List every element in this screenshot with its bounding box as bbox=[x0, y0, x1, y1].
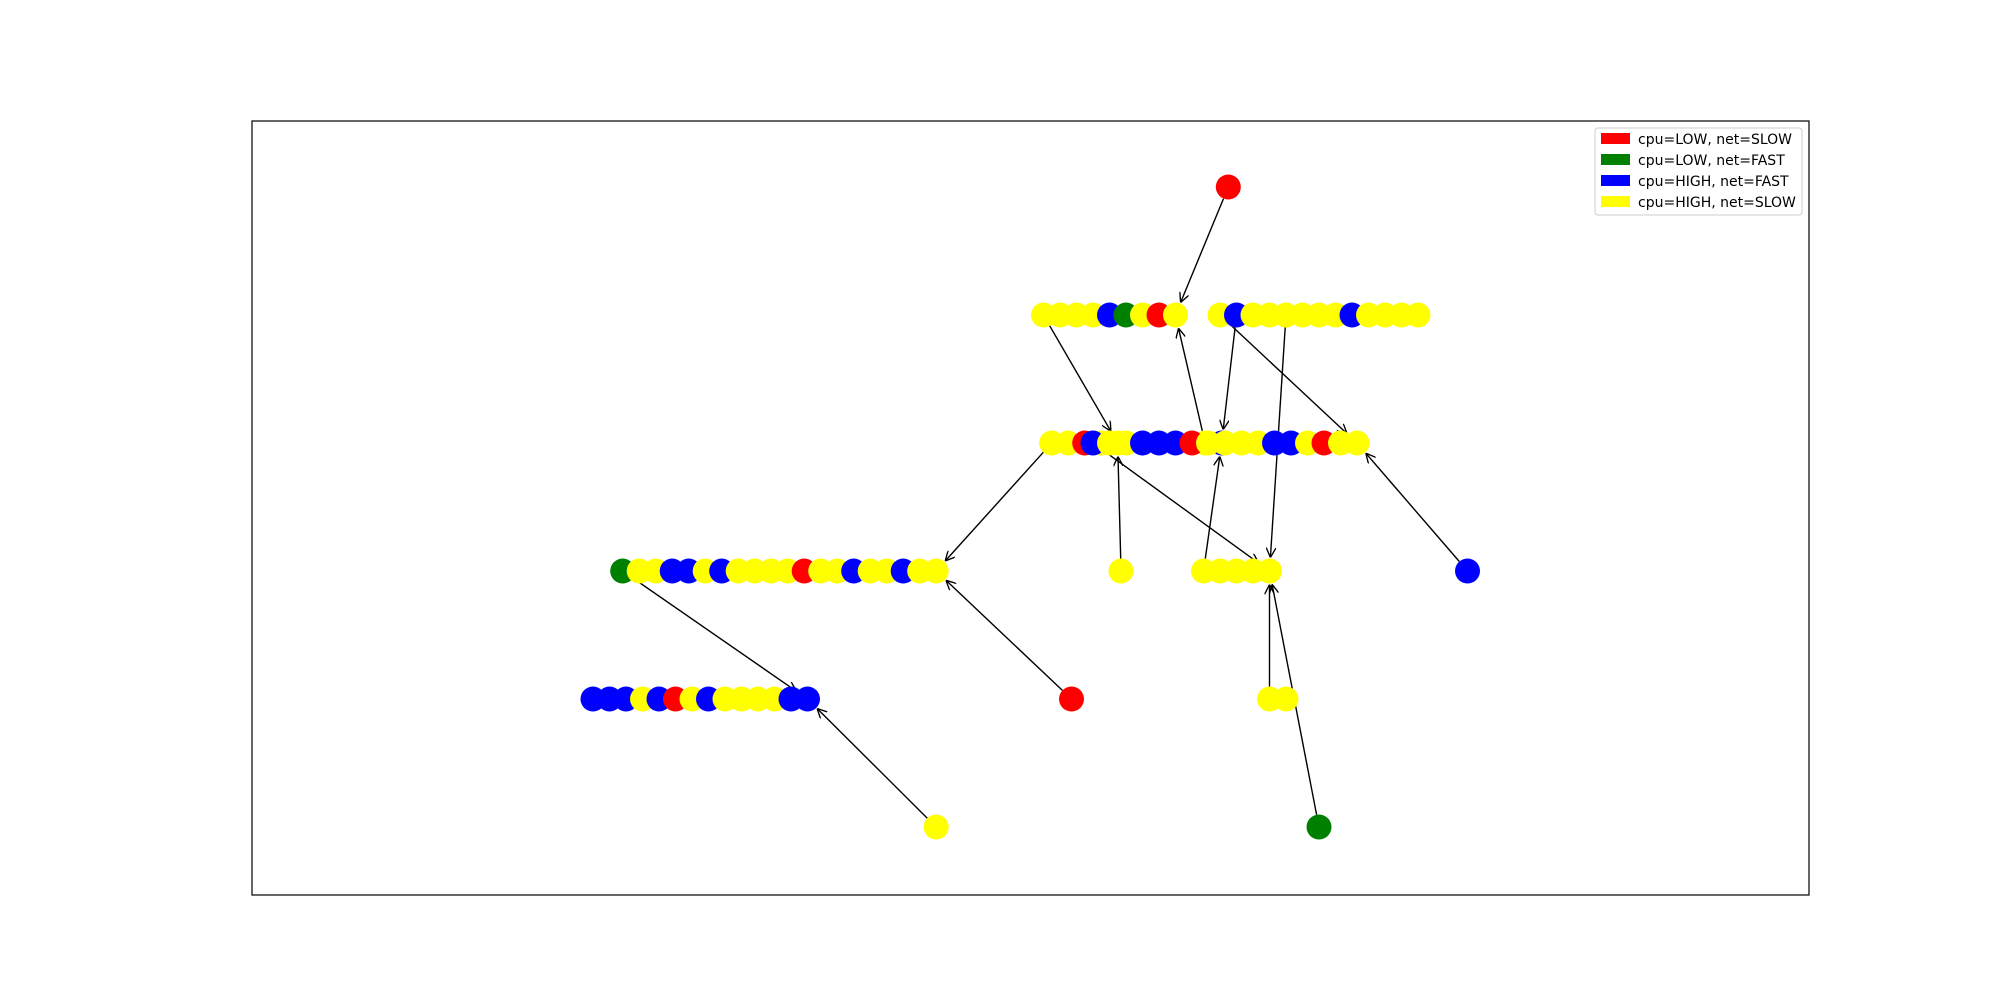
graph-edge-arrow bbox=[817, 709, 928, 819]
graph-edge-arrow bbox=[946, 580, 1063, 691]
nodes-layer bbox=[580, 174, 1480, 840]
graph-node bbox=[1257, 558, 1282, 584]
graph-node bbox=[1273, 686, 1299, 712]
legend-swatch-cpu-low-net-slow bbox=[1601, 133, 1630, 144]
legend-swatch-cpu-high-net-fast bbox=[1601, 175, 1630, 186]
edges-layer bbox=[632, 198, 1460, 819]
graph-edge-arrow bbox=[1366, 453, 1460, 562]
graph-node bbox=[1455, 558, 1480, 584]
legend-label-cpu-low-net-fast: cpu=LOW, net=FAST bbox=[1638, 153, 1785, 169]
legend-box bbox=[1594, 127, 1803, 216]
graph-node bbox=[1306, 814, 1332, 840]
graph-node bbox=[795, 686, 820, 712]
legend: cpu=LOW, net=SLOW cpu=LOW, net=FAST cpu=… bbox=[1594, 127, 1803, 216]
graph-edge-arrow bbox=[1102, 449, 1259, 563]
graph-node bbox=[1344, 430, 1370, 456]
graph-edge-arrow bbox=[1179, 328, 1203, 431]
graph-edge-arrow bbox=[1118, 457, 1121, 559]
graph-node bbox=[1163, 302, 1188, 328]
graph-edge-arrow bbox=[1049, 325, 1111, 432]
legend-swatch-cpu-low-net-fast bbox=[1601, 154, 1630, 165]
legend-label-cpu-high-net-slow: cpu=HIGH, net=SLOW bbox=[1638, 195, 1796, 211]
legend-label-cpu-low-net-slow: cpu=LOW, net=SLOW bbox=[1638, 132, 1792, 148]
graph-edge-arrow bbox=[1228, 322, 1347, 434]
graph-edge-arrow bbox=[945, 451, 1044, 561]
legend-label-cpu-high-net-fast: cpu=HIGH, net=FAST bbox=[1638, 174, 1789, 190]
graph-node bbox=[923, 558, 949, 584]
graph-node bbox=[1059, 686, 1084, 712]
graph-edge-arrow bbox=[632, 577, 796, 691]
graph-node bbox=[923, 814, 949, 840]
graph-edge-arrow bbox=[1181, 198, 1225, 303]
legend-swatch-cpu-high-net-slow bbox=[1601, 196, 1630, 207]
plot-area-frame bbox=[251, 120, 1810, 896]
graph-node bbox=[1108, 558, 1134, 584]
graph-node bbox=[1215, 174, 1241, 200]
graph-edge-arrow bbox=[1204, 456, 1220, 559]
graph-node bbox=[1405, 302, 1431, 328]
graph-edge-arrow bbox=[1223, 327, 1236, 429]
